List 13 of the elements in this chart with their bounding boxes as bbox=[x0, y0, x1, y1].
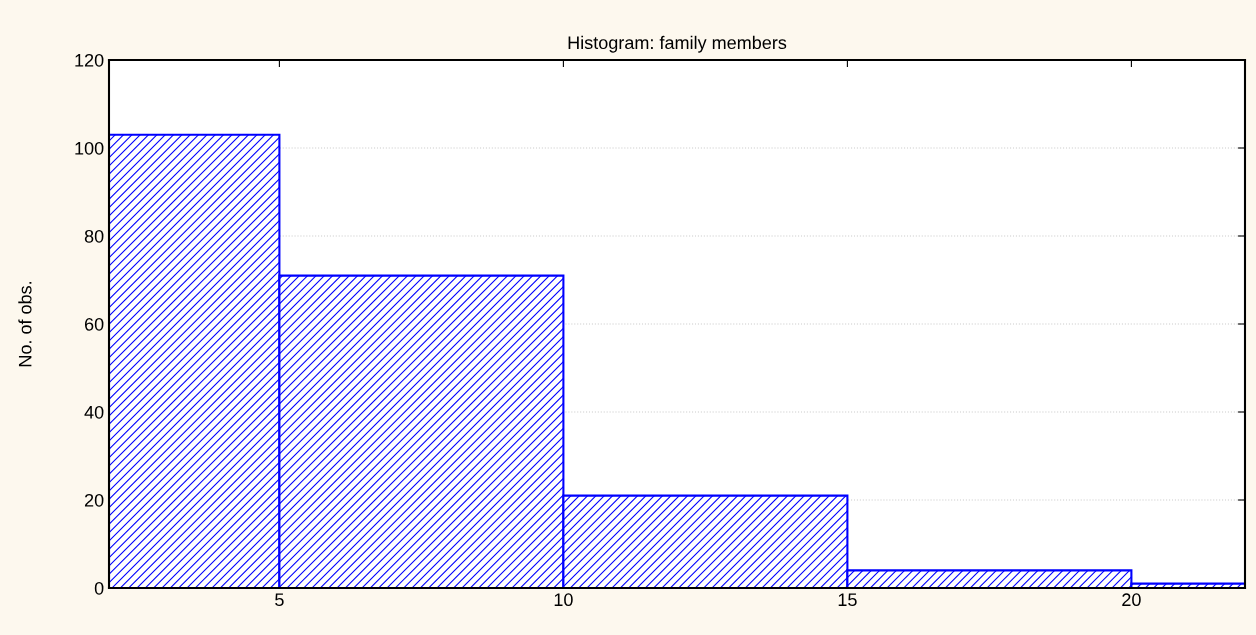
x-tick-label: 20 bbox=[1122, 593, 1141, 607]
y-axis-title: No. of obs. bbox=[18, 281, 32, 367]
y-tick-label: 40 bbox=[84, 405, 104, 419]
y-tick-label: 80 bbox=[84, 229, 104, 243]
chart-title: Histogram: family members bbox=[568, 35, 787, 53]
y-tick-label: 120 bbox=[75, 53, 104, 67]
y-tick-label: 20 bbox=[84, 493, 104, 507]
y-tick-label: 0 bbox=[94, 581, 104, 595]
y-tick-label: 60 bbox=[84, 317, 104, 331]
x-tick-label: 5 bbox=[275, 593, 284, 607]
x-tick-label: 10 bbox=[554, 593, 573, 607]
x-tick-label: 15 bbox=[838, 593, 857, 607]
y-tick-label: 100 bbox=[75, 141, 104, 155]
